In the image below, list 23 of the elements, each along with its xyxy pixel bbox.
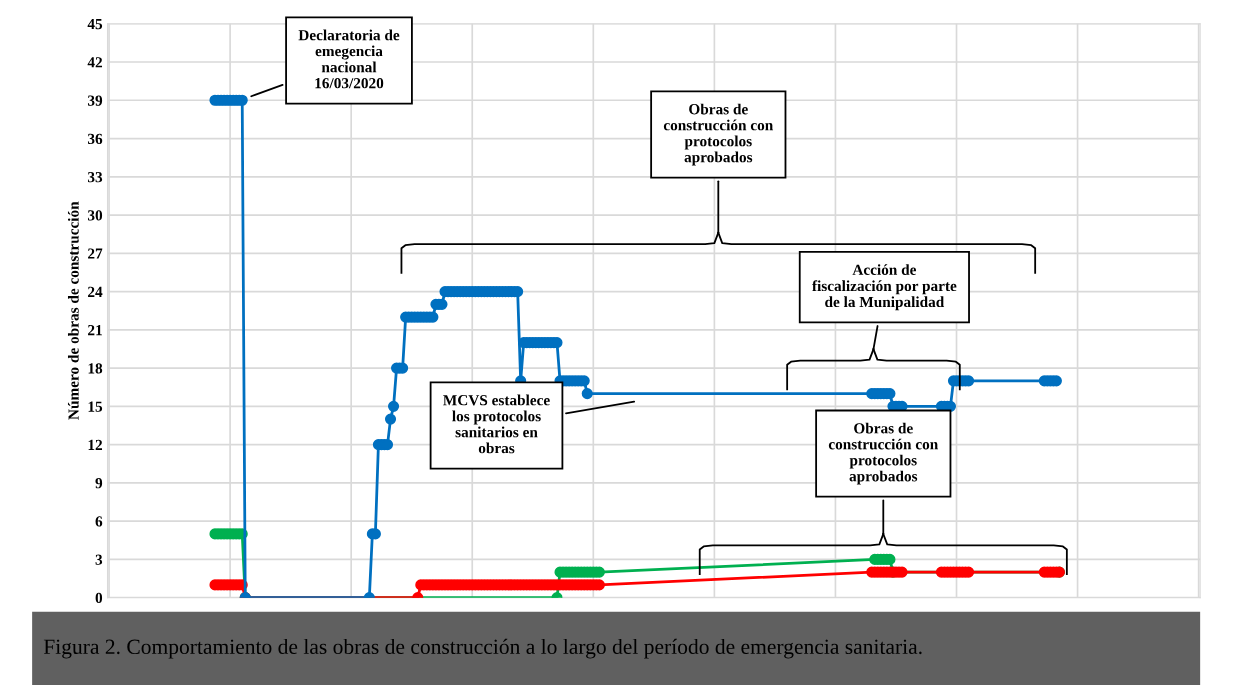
y-tick-label: 42 (87, 57, 103, 68)
annotation: Acción de fiscalización por parte de la Munipalidad (812, 264, 957, 311)
annotation: Obras de construcción con protocolos aprobados (663, 103, 774, 166)
y-tick-label: 36 (87, 133, 103, 144)
y-tick-label: 0 (95, 592, 103, 604)
y-tick-label: 9 (95, 478, 103, 489)
y-axis-title: Número de obras de construcción (67, 201, 79, 420)
y-tick-label: 39 (87, 95, 103, 106)
y-tick-label: 18 (88, 363, 103, 374)
y-tick-label: 24 (88, 286, 103, 297)
annotation: Obras de construcción con protocolos aprobados (828, 422, 939, 485)
annotation: Declaratoria de emegencia nacional 16/03/2020 (298, 29, 400, 89)
annotation: MCVS establece los protocolos sanitarios en obras (443, 394, 550, 454)
y-tick-label: 6 (95, 516, 103, 527)
y-tick-label: 30 (87, 210, 103, 221)
y-tick-label: 15 (88, 401, 103, 412)
y-tick-label: 3 (95, 554, 103, 565)
y-tick-label: 45 (87, 19, 103, 30)
y-tick-label: 21 (88, 325, 102, 336)
y-tick-label: 12 (88, 439, 103, 450)
y-tick-label: 33 (87, 171, 103, 183)
y-tick-label: 27 (88, 248, 103, 259)
text: Figura 2. Comportamiento de las obras de construcción a lo largo del período de emergencia sanitaria. (43, 638, 922, 659)
